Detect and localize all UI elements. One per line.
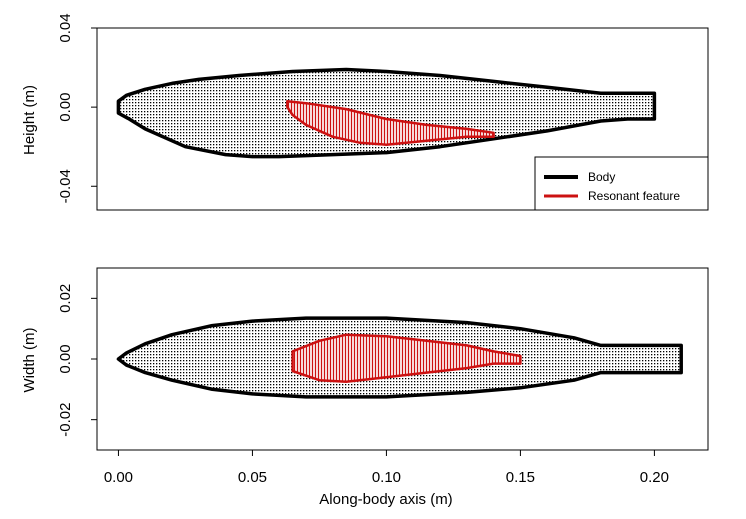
x-tick-label: 0.15 (506, 469, 535, 486)
bottom-x-axis: 0.00 0.05 0.10 0.15 0.20 (104, 449, 669, 486)
bottom-clipped-marks (116, 316, 683, 399)
top-y-tick-label: 0.04 (57, 13, 74, 42)
bottom-y-axis: 0.02 0.00 -0.02 (57, 268, 98, 450)
top-clipped-marks (116, 67, 657, 159)
bottom-y-ticks: 0.02 0.00 -0.02 (57, 284, 97, 437)
top-y-tick-label: 0.00 (57, 93, 74, 122)
top-body-outline (116, 67, 657, 159)
x-tick-label: 0.10 (372, 469, 401, 486)
top-y-axis: 0.04 0.00 -0.04 (57, 13, 98, 210)
legend-body-label: Body (588, 170, 615, 184)
x-tick-label: 0.05 (238, 469, 267, 486)
legend-feature-label: Resonant feature (588, 189, 680, 203)
bottom-y-tick-label: -0.02 (57, 403, 74, 437)
top-y-axis-title: Height (m) (21, 85, 38, 155)
bottom-y-tick-label: 0.00 (57, 344, 74, 373)
bottom-panel: 0.02 0.00 -0.02 0.00 0.05 0.10 0.15 0.20 Width… (21, 267, 709, 508)
top-y-tick-label: -0.04 (57, 169, 74, 203)
bottom-x-ticks: 0.00 0.05 0.10 0.15 0.20 (104, 450, 669, 486)
bottom-y-axis-title: Width (m) (21, 328, 38, 393)
bottom-y-tick-label: 0.02 (57, 284, 74, 313)
x-tick-label: 0.00 (104, 469, 133, 486)
legend: Body Resonant feature (534, 156, 709, 211)
x-tick-label: 0.20 (640, 469, 669, 486)
legend-box (534, 156, 709, 211)
bottom-feature-outline (291, 333, 522, 384)
top-feature-outline (286, 99, 495, 146)
top-y-ticks: 0.04 0.00 -0.04 (57, 13, 97, 203)
top-panel: 0.04 0.00 -0.04 Height (m) Body Resonant f… (21, 13, 709, 211)
x-axis-title: Along-body axis (m) (319, 491, 452, 508)
